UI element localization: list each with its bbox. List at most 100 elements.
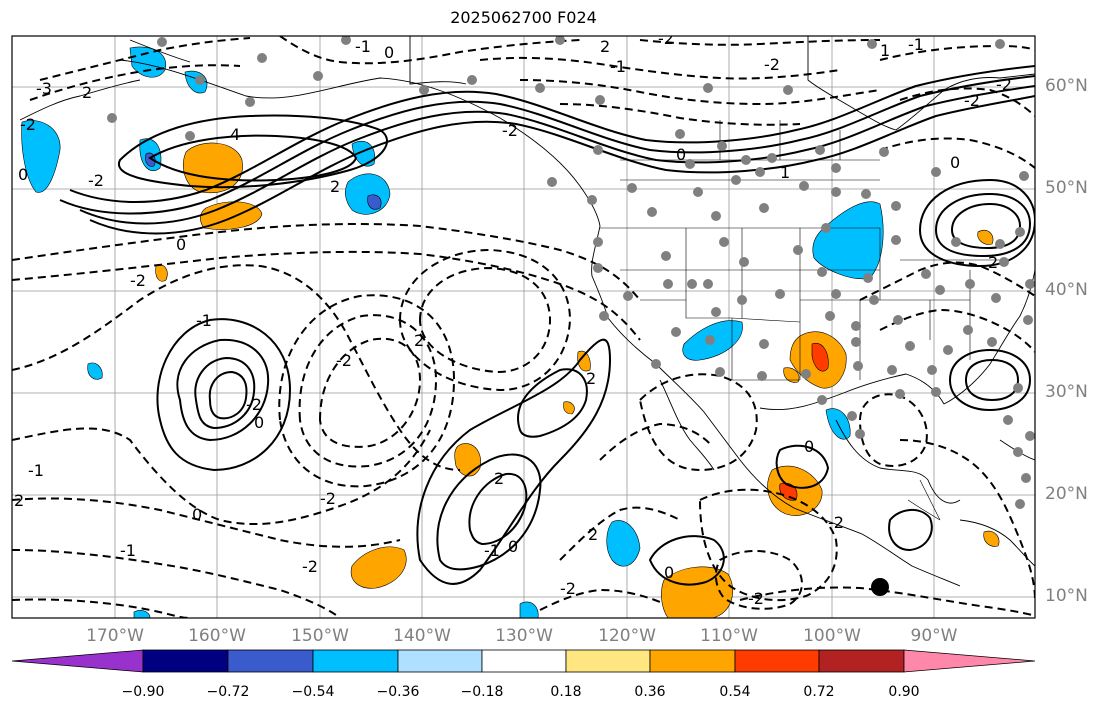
contour-label: -2	[302, 557, 318, 576]
contour-label: -2	[502, 121, 518, 140]
colorbar-tick-label: −0.36	[376, 684, 420, 700]
contour-label: -1	[28, 461, 44, 480]
lon-label: 100°W	[803, 626, 861, 646]
lat-label: 10°N	[1045, 586, 1088, 606]
gridlines	[12, 36, 1035, 618]
colorbar-segment	[227, 649, 314, 673]
colorbar-tick-label: −0.90	[121, 684, 165, 700]
blob-orange-tx-2	[783, 367, 800, 383]
colorbar-segment	[142, 649, 229, 673]
colorbar-tick-label: −0.72	[206, 684, 250, 700]
contour-label: -2	[764, 55, 780, 74]
blob-orange-pac	[350, 546, 407, 589]
contour-label: 0	[508, 537, 518, 556]
lon-label: 150°W	[291, 626, 349, 646]
blob-navy-bc	[367, 194, 382, 210]
colorbar-segment	[312, 649, 399, 673]
blob-orange-small-2	[563, 401, 575, 415]
contour-label: -1	[610, 57, 626, 76]
lat-label: 40°N	[1045, 280, 1088, 300]
contour-label: -1	[120, 541, 136, 560]
contour-label: 2	[82, 83, 92, 102]
colorbar-tick-label: 0.36	[634, 684, 666, 700]
blob-blue-small-1	[87, 362, 103, 380]
contour-label: 0	[18, 165, 28, 184]
blob-orange-gl	[977, 229, 994, 245]
contour-label: 2	[988, 253, 998, 272]
contour-label: 2	[330, 177, 340, 196]
blob-orange-gulf-2	[200, 201, 263, 230]
lat-label: 20°N	[1045, 484, 1088, 504]
lat-label: 30°N	[1045, 382, 1088, 402]
colorbar-segment	[565, 649, 651, 673]
blob-red-tx	[811, 342, 829, 372]
contour-label: -1	[908, 35, 924, 54]
blob-orange-mid	[454, 443, 481, 477]
colorbar-segment	[903, 649, 1036, 673]
contour-label: -2	[336, 351, 352, 370]
highlight-station-marker	[871, 578, 889, 596]
contour-label: 2	[14, 491, 24, 510]
colorbar-segment	[397, 649, 483, 673]
colorbar-tick-label: 0.54	[719, 684, 751, 700]
lon-label: 160°W	[188, 626, 246, 646]
lon-label: 120°W	[598, 626, 656, 646]
station-markers	[107, 36, 1035, 509]
borders	[600, 120, 1000, 521]
contour-label: -1	[355, 37, 371, 56]
contour-label: 2	[414, 331, 424, 350]
contour-labels: -3 2 -2 -1 0 2 -2 4 -2 0 2 -2 -2 0 -1 -2…	[14, 29, 1012, 608]
blob-blue-aleut	[21, 120, 61, 193]
contour-label: 1	[780, 163, 790, 182]
contours-solid	[59, 65, 1035, 586]
lon-label: 140°W	[393, 626, 451, 646]
colorbar-tick-label: 0.18	[550, 684, 582, 700]
contour-label: 2	[588, 525, 598, 544]
contour-label: 0	[664, 563, 674, 582]
contour-label: 2	[586, 369, 596, 388]
contour-label: -2	[88, 171, 104, 190]
blob-orange-small-1	[155, 264, 168, 282]
contour-label: 2	[494, 469, 504, 488]
contour-label: 0	[384, 43, 394, 62]
contour-label: 0	[254, 413, 264, 432]
contour-label: -2	[20, 115, 36, 134]
contour-label: 0	[804, 437, 814, 456]
colorbar-tick-label: 0.72	[803, 684, 835, 700]
contour-label: -2	[996, 75, 1012, 94]
colorbar-segment	[818, 649, 905, 673]
contour-label: -2	[658, 29, 674, 48]
colorbar-tick-label: −0.18	[460, 684, 504, 700]
map-title: 2025062700 F024	[450, 8, 597, 27]
map-border	[11, 35, 1036, 619]
colorbar-segment	[734, 649, 820, 673]
contour-label: -2	[828, 513, 844, 532]
contour-label: -2	[130, 271, 146, 290]
contour-label: -3	[36, 79, 52, 98]
blob-blue-pac	[606, 520, 641, 567]
blob-orange-pac-2	[661, 566, 734, 618]
colorbar-segment	[481, 649, 567, 673]
contour-label: 0	[676, 145, 686, 164]
contour-label: 0	[192, 505, 202, 524]
contour-label: -1	[196, 311, 212, 330]
map-frame: -3 2 -2 -1 0 2 -2 4 -2 0 2 -2 -2 0 -1 -2…	[12, 29, 1035, 618]
lon-label: 130°W	[495, 626, 553, 646]
lon-label: 170°W	[86, 626, 144, 646]
contour-label: -1	[484, 541, 500, 560]
lat-label: 50°N	[1045, 178, 1088, 198]
contour-label: 1	[880, 41, 890, 60]
colorbar-segment	[649, 649, 736, 673]
colorbar-tick-label: 0.90	[888, 684, 920, 700]
colorbar	[11, 649, 1036, 673]
contour-label: 4	[230, 125, 240, 144]
contour-label: -2	[748, 589, 764, 608]
contour-label: -2	[560, 579, 576, 598]
lon-label: 110°W	[700, 626, 758, 646]
lon-label: 90°W	[910, 626, 958, 646]
blob-orange-carib	[983, 530, 1000, 547]
contour-label: -2	[964, 91, 980, 110]
blob-blue-pac-s	[519, 601, 539, 618]
contour-label: 0	[176, 235, 186, 254]
colorbar-segment	[11, 649, 144, 673]
